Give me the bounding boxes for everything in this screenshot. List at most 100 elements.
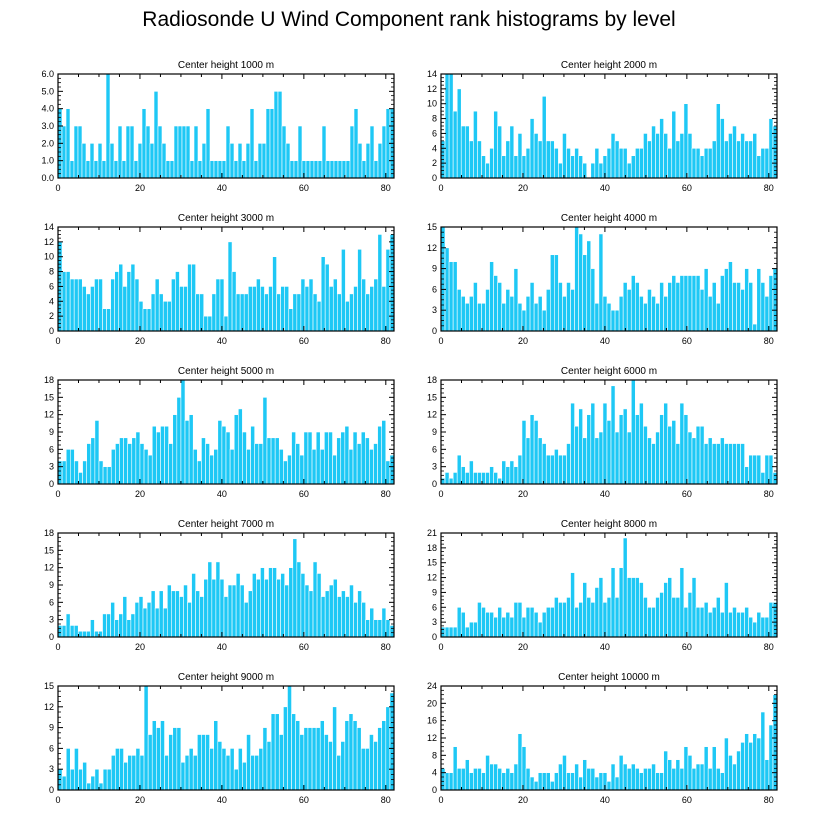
y-tick-label: 12 — [427, 243, 437, 253]
panel-title: Center height 5000 m — [178, 366, 274, 377]
histogram-bar — [614, 431, 620, 485]
histogram-bar — [158, 293, 164, 332]
histogram-bar — [711, 140, 717, 179]
histogram-bar — [328, 431, 333, 485]
histogram-bar — [127, 755, 133, 791]
histogram-bar — [711, 606, 717, 638]
histogram-bar — [485, 472, 490, 485]
histogram-bar — [509, 125, 515, 179]
histogram-bar — [157, 125, 163, 179]
histogram-bar — [740, 133, 745, 179]
histogram-bar — [349, 125, 355, 179]
histogram-bar — [345, 300, 350, 332]
histogram-bar — [594, 587, 600, 638]
y-tick-label: 8 — [432, 750, 437, 760]
histogram-bar — [545, 606, 551, 638]
histogram-bar — [317, 160, 323, 179]
y-tick-label: 15 — [427, 392, 437, 402]
histogram-bar — [728, 443, 733, 485]
histogram-bar — [452, 261, 458, 332]
histogram-bar — [61, 125, 67, 179]
histogram-bar — [715, 103, 721, 179]
histogram-bar — [768, 454, 774, 485]
histogram-bar — [227, 584, 233, 638]
histogram-bar — [509, 460, 515, 485]
histogram-bar — [667, 147, 673, 179]
histogram-bar — [513, 155, 519, 179]
histogram-bar — [221, 160, 227, 179]
histogram-bar — [578, 155, 583, 179]
x-tick-label: 60 — [682, 642, 692, 652]
histogram-bar — [201, 143, 207, 179]
histogram-bar — [130, 263, 136, 332]
histogram-bar — [385, 619, 391, 638]
histogram-bar — [127, 443, 133, 485]
histogram-bar — [158, 590, 164, 638]
x-tick-label: 60 — [299, 642, 309, 652]
x-tick-label: 60 — [299, 183, 309, 193]
histogram-bar — [260, 286, 265, 332]
x-tick-label: 0 — [438, 336, 443, 346]
histogram-bar — [703, 443, 709, 485]
histogram-bar — [195, 293, 200, 332]
histogram-bar — [199, 596, 205, 638]
histogram-bar — [481, 155, 486, 179]
histogram-panel-9: Center height 10000 m 0 20 40 60 80 0 4 8 12 16 20 2… — [427, 672, 778, 805]
histogram-bar — [610, 385, 616, 485]
histogram-bar — [146, 602, 152, 638]
histogram-bar — [280, 286, 285, 332]
histogram-bar — [521, 746, 527, 791]
histogram-bar — [732, 443, 737, 485]
histogram-bar — [598, 577, 604, 638]
histogram-bar — [683, 275, 689, 332]
histogram-bar — [227, 241, 233, 332]
histogram-bar — [452, 472, 458, 485]
histogram-bar — [247, 590, 253, 638]
panel-title: Center height 1000 m — [178, 60, 274, 71]
x-tick-label: 40 — [600, 336, 610, 346]
histogram-bar — [756, 155, 762, 179]
histogram-bar — [74, 460, 79, 485]
histogram-bar — [554, 254, 559, 332]
histogram-bar — [549, 454, 555, 485]
histogram-bar — [201, 734, 206, 791]
histogram-bar — [764, 454, 770, 485]
histogram-bar — [98, 278, 103, 332]
histogram-bar — [497, 477, 503, 485]
histogram-bar — [296, 561, 302, 638]
histogram-bar — [324, 590, 330, 638]
histogram-bar — [554, 449, 559, 485]
histogram-bar — [732, 763, 737, 791]
histogram-bar — [151, 720, 157, 791]
y-tick-label: 1.0 — [41, 156, 54, 166]
histogram-bar — [270, 437, 276, 485]
histogram-bar — [545, 772, 551, 791]
histogram-bar — [229, 748, 235, 791]
histogram-bar — [715, 443, 721, 485]
x-tick-label: 20 — [135, 336, 145, 346]
y-tick-label: 15 — [427, 222, 437, 232]
histogram-bar — [295, 720, 301, 791]
x-tick-label: 0 — [438, 795, 443, 805]
histogram-bar — [164, 425, 169, 485]
histogram-bar — [357, 248, 362, 332]
histogram-bar — [192, 755, 198, 791]
histogram-bar — [537, 140, 543, 179]
histogram-bar — [764, 616, 770, 638]
histogram-bar — [97, 143, 103, 179]
x-tick-label: 60 — [299, 795, 309, 805]
histogram-panel-1: Center height 2000 m 0 20 40 60 80 0 2 4 6 8 10 12 14 — [427, 60, 778, 193]
y-tick-label: 6 — [432, 444, 437, 454]
histogram-bar — [125, 125, 131, 179]
histogram-bar — [639, 582, 644, 638]
histogram-bar — [533, 302, 539, 332]
y-tick-label: 4 — [432, 143, 437, 153]
histogram-bar — [440, 768, 446, 791]
histogram-bar — [610, 763, 616, 791]
histogram-bar — [242, 761, 247, 791]
histogram-bar — [687, 755, 693, 791]
histogram-bar — [69, 625, 75, 638]
x-tick-label: 40 — [217, 336, 227, 346]
histogram-bar — [691, 147, 697, 179]
histogram-bar — [448, 73, 454, 179]
